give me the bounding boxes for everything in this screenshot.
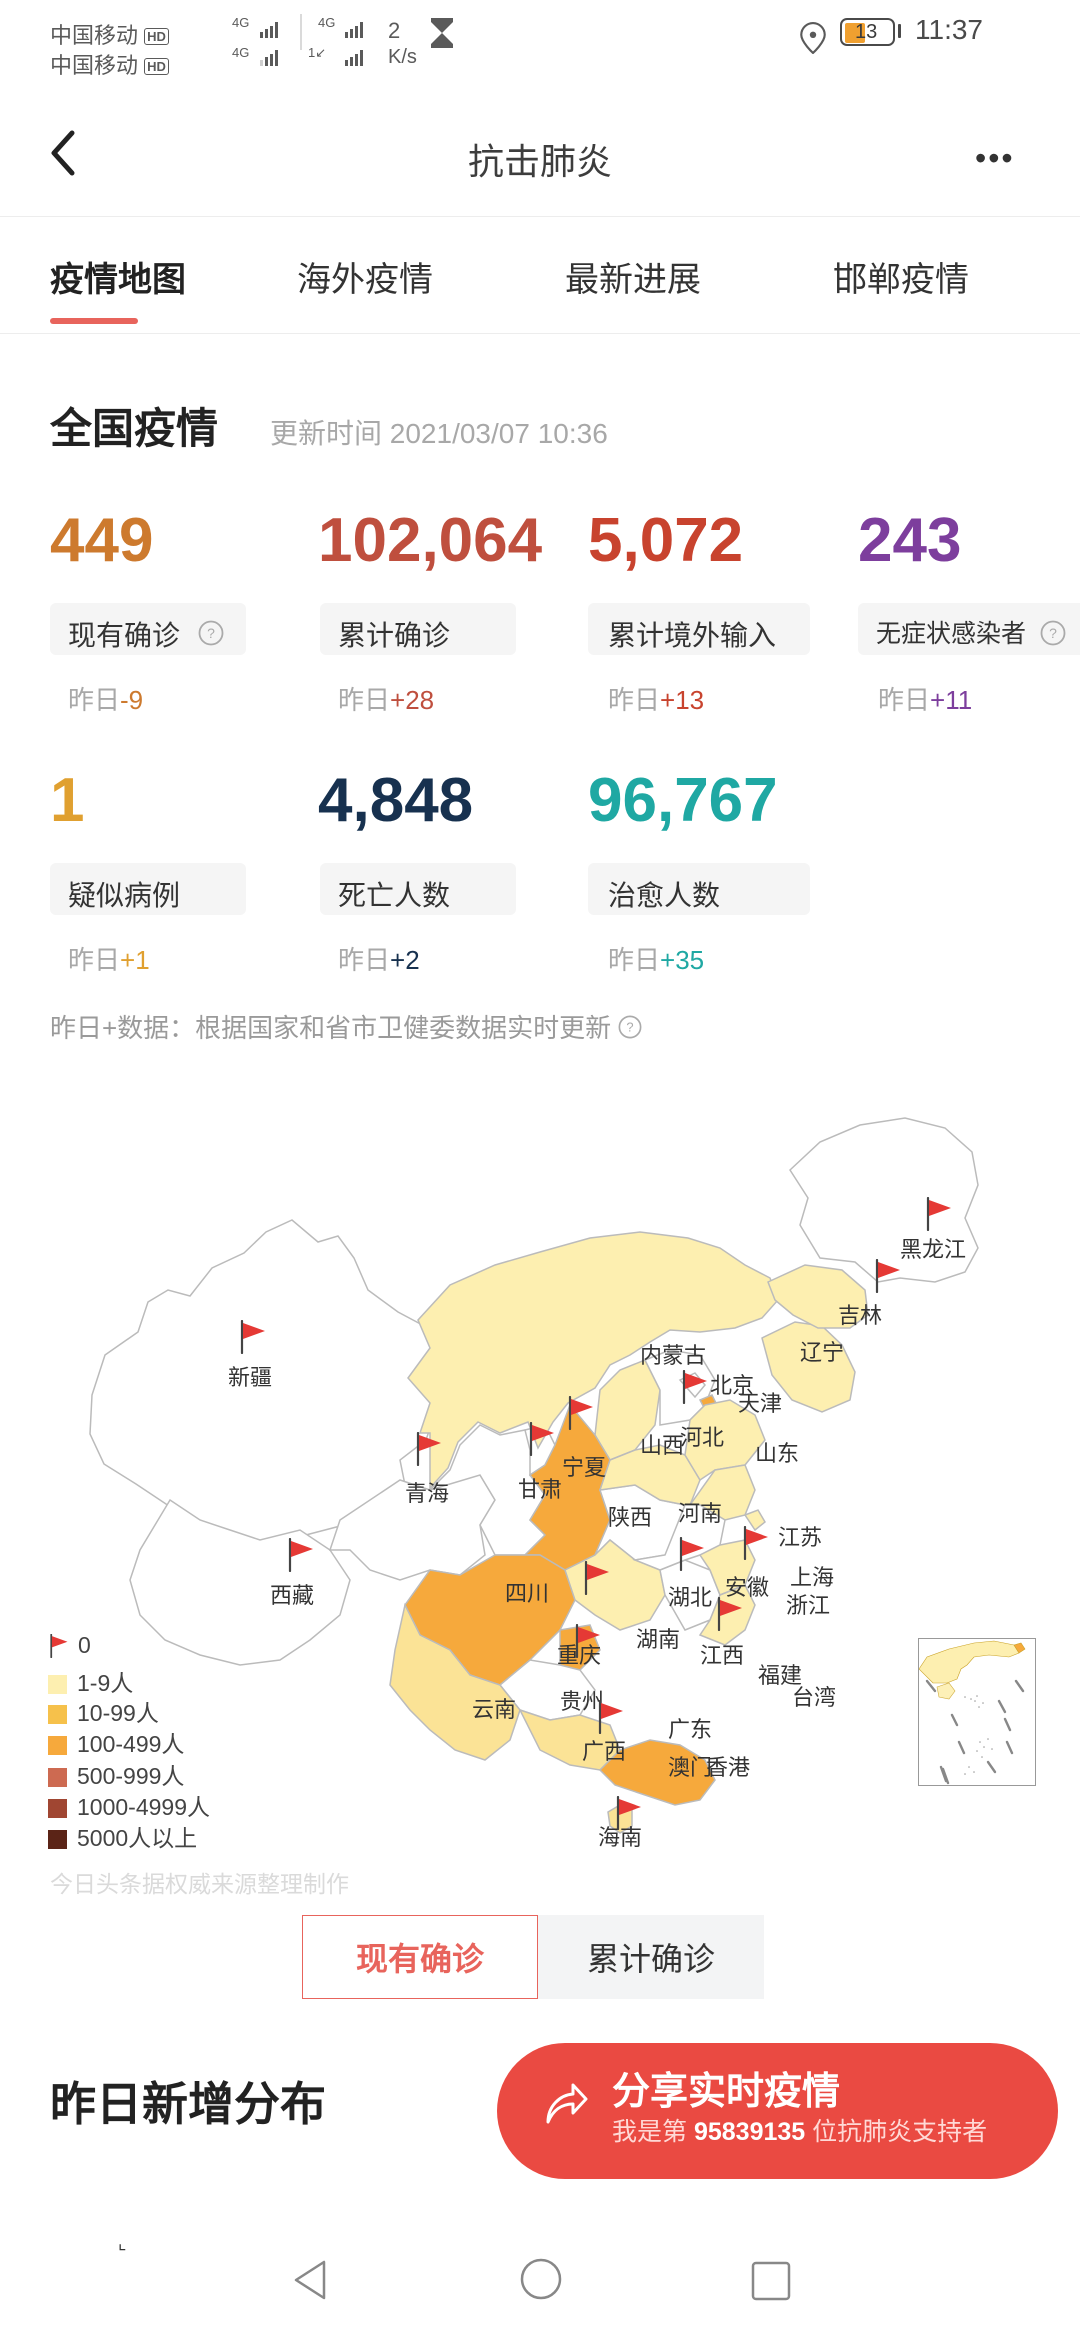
svg-text:?: ?	[1049, 625, 1057, 641]
svg-text:?: ?	[207, 625, 215, 641]
svg-text:?: ?	[627, 1020, 634, 1035]
